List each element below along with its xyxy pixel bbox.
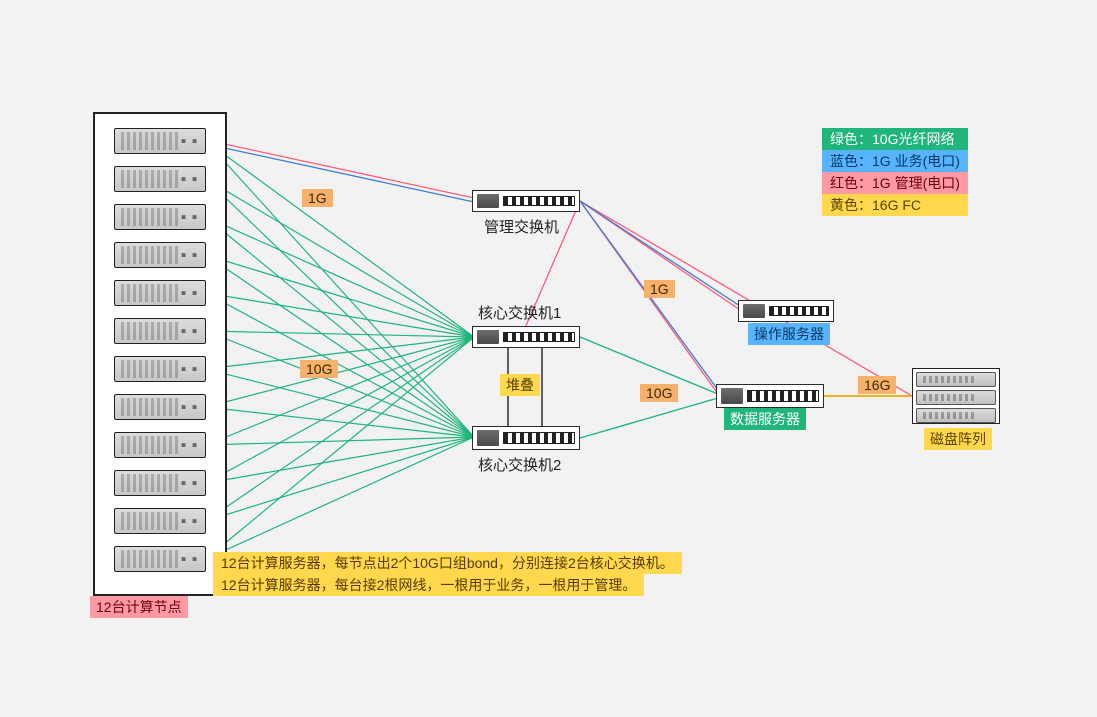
compute-node-7	[114, 356, 206, 382]
core-switch-2-label: 核心交换机2	[478, 454, 561, 475]
legend-item: 蓝色：1G 业务(电口)	[822, 150, 968, 172]
link-label: 1G	[302, 189, 333, 207]
compute-node-2	[114, 166, 206, 192]
link-label: 10G	[300, 360, 338, 378]
link-label: 16G	[858, 376, 896, 394]
diagram-stage: { "canvas": { "width": 1097, "height": 7…	[0, 0, 1097, 717]
compute-rack-label: 12台计算节点	[90, 596, 188, 618]
stack-label: 堆叠	[500, 374, 540, 396]
note-2: 12台计算服务器，每台接2根网线，一根用于业务，一根用于管理。	[213, 574, 644, 596]
core-switch-2	[472, 426, 580, 450]
link-label: 1G	[644, 280, 675, 298]
legend-item: 绿色：10G光纤网络	[822, 128, 968, 150]
compute-node-6	[114, 318, 206, 344]
compute-node-5	[114, 280, 206, 306]
compute-node-12	[114, 546, 206, 572]
compute-node-3	[114, 204, 206, 230]
legend: 绿色：10G光纤网络蓝色：1G 业务(电口)红色：1G 管理(电口)黄色：16G…	[822, 128, 968, 216]
data-server	[716, 384, 824, 408]
compute-node-10	[114, 470, 206, 496]
operation-server	[738, 300, 834, 322]
data-server-label: 数据服务器	[724, 408, 806, 430]
disk-array	[912, 368, 1000, 424]
compute-node-1	[114, 128, 206, 154]
compute-node-4	[114, 242, 206, 268]
disk-array-label: 磁盘阵列	[924, 428, 992, 450]
operation-server-label: 操作服务器	[748, 323, 830, 345]
compute-node-8	[114, 394, 206, 420]
legend-item: 黄色：16G FC	[822, 194, 968, 216]
mgmt-switch-label: 管理交换机	[484, 216, 559, 237]
compute-node-11	[114, 508, 206, 534]
mgmt-switch	[472, 190, 580, 212]
compute-node-9	[114, 432, 206, 458]
link-label: 10G	[640, 384, 678, 402]
core-switch-1-label: 核心交换机1	[478, 302, 561, 323]
core-switch-1	[472, 326, 580, 348]
legend-item: 红色：1G 管理(电口)	[822, 172, 968, 194]
note-1: 12台计算服务器，每节点出2个10G口组bond，分别连接2台核心交换机。	[213, 552, 682, 574]
